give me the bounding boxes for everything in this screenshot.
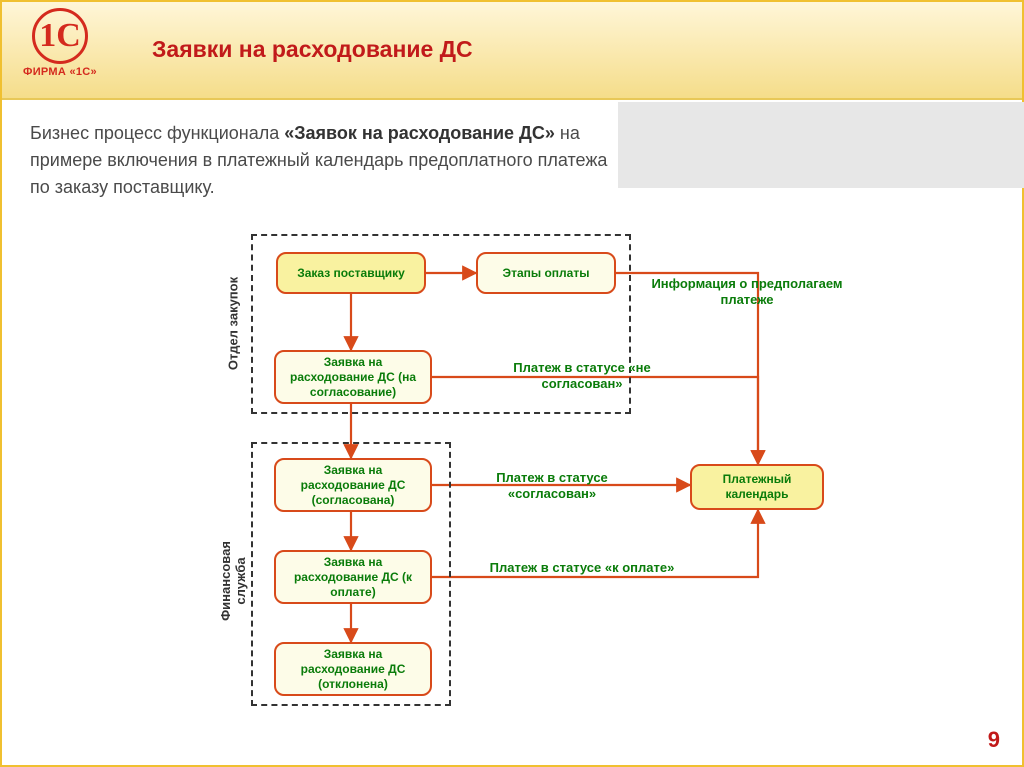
- node-order-supplier: Заказ поставщику: [276, 252, 426, 294]
- edge-label-to-pay: Платеж в статусе «к оплате»: [482, 560, 682, 576]
- page-number: 9: [988, 727, 1000, 753]
- logo-mark: 1C: [32, 8, 88, 64]
- intro-bold: «Заявок на расходование ДС»: [284, 123, 555, 143]
- flowchart: Отдел закупок Финансовая служба Заказ по…: [2, 224, 1024, 744]
- node-payment-stages: Этапы оплаты: [476, 252, 616, 294]
- logo-caption: ФИРМА «1С»: [12, 66, 108, 78]
- edge-label-approved: Платеж в статусе «согласован»: [452, 470, 652, 503]
- swimlane-purchasing-label: Отдел закупок: [226, 264, 241, 384]
- swimlane-finance-label: Финансовая служба: [218, 521, 248, 641]
- node-request-approved: Заявка на расходование ДС (согласована): [274, 458, 432, 512]
- intro-pre: Бизнес процесс функционала: [30, 123, 284, 143]
- node-request-rejected: Заявка на расходование ДС (отклонена): [274, 642, 432, 696]
- intro-text: Бизнес процесс функционала «Заявок на ра…: [30, 120, 620, 201]
- gray-panel: [618, 102, 1024, 188]
- node-request-approval: Заявка на расходование ДС (на согласован…: [274, 350, 432, 404]
- edge-label-not-approved: Платеж в статусе «не согласован»: [482, 360, 682, 393]
- node-payment-calendar: Платежный календарь: [690, 464, 824, 510]
- logo: 1C ФИРМА «1С»: [12, 8, 108, 90]
- node-request-to-pay: Заявка на расходование ДС (к оплате): [274, 550, 432, 604]
- edge-label-info: Информация о предполагаем платеже: [642, 276, 852, 309]
- slide-title: Заявки на расходование ДС: [152, 36, 473, 63]
